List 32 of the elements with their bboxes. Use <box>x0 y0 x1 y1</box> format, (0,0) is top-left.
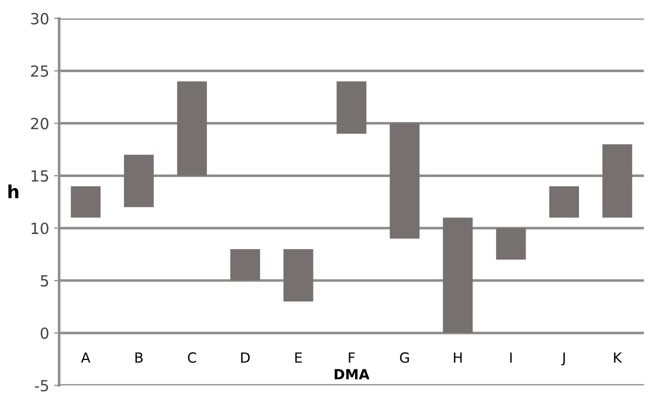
bar <box>283 249 314 302</box>
x-tick-label: G <box>400 352 409 363</box>
bar <box>124 154 154 208</box>
x-tick-label: I <box>510 352 512 363</box>
bar <box>230 249 260 281</box>
y-tick-label: 25 <box>31 65 48 77</box>
x-tick-label: K <box>614 352 622 363</box>
bar <box>336 81 366 134</box>
x-axis-title: DMA <box>334 369 370 380</box>
x-tick-label: B <box>135 352 143 363</box>
x-tick-label: D <box>241 352 250 363</box>
y-tick-label: 0 <box>40 327 48 339</box>
y-tick-label: 20 <box>31 118 48 130</box>
bar <box>70 186 101 218</box>
y-tick-label: 5 <box>40 275 48 287</box>
y-axis-title: h <box>8 184 18 198</box>
bar <box>496 228 526 260</box>
x-tick-label: E <box>295 352 302 363</box>
bar <box>442 218 473 333</box>
y-tick-label: 30 <box>31 12 48 24</box>
y-tick-label: 10 <box>32 222 48 234</box>
bar <box>390 123 420 239</box>
y-tick-label: 15 <box>32 170 48 182</box>
bar <box>177 81 207 176</box>
bar <box>602 144 632 218</box>
x-tick-label: H <box>454 352 462 363</box>
y-tick-label: -5 <box>34 380 48 392</box>
x-tick-label: J <box>561 352 565 366</box>
bar <box>549 186 580 218</box>
x-tick-label: F <box>348 352 355 363</box>
x-tick-label: C <box>188 352 196 363</box>
x-tick-label: A <box>81 352 90 363</box>
